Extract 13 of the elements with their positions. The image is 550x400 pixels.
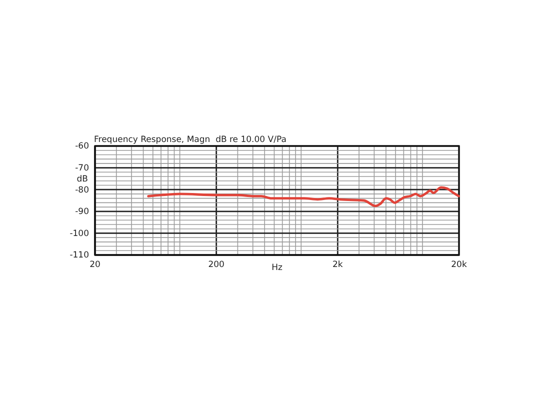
chart-title: Frequency Response, Magn dB re 10.00 V/Pa (94, 135, 286, 145)
y-tick-label: -100 (70, 228, 89, 239)
x-tick-label: 200 (208, 260, 224, 270)
y-axis-title: dB (76, 174, 88, 185)
x-tick-label: 20k (451, 260, 467, 270)
y-tick-label: -110 (70, 250, 89, 261)
y-tick-label: -70 (75, 164, 89, 174)
y-tick-label: -60 (75, 142, 89, 152)
x-tick-label: 2k (332, 260, 343, 270)
x-tick-label: 20 (90, 260, 100, 270)
y-tick-label: -80 (75, 185, 89, 196)
x-axis-title: Hz (272, 263, 283, 273)
y-tick-label: -90 (75, 207, 89, 218)
